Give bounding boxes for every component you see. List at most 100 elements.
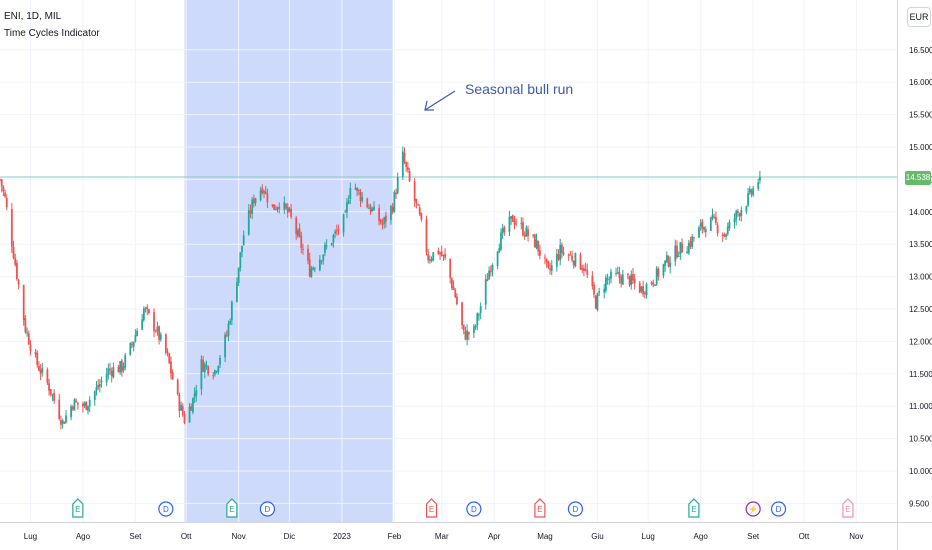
candle-body (354, 187, 357, 190)
candle-body (356, 187, 359, 191)
candle-body (532, 234, 535, 236)
annotation-arrow (424, 90, 456, 111)
candle-body (704, 229, 707, 233)
candle-body (24, 318, 27, 333)
candle-body (225, 335, 228, 337)
annotation-arrow-head (424, 100, 434, 111)
candle-body (2, 187, 5, 192)
candle-body (665, 255, 668, 262)
candle-body (346, 202, 348, 213)
candle-body (239, 252, 242, 269)
x-tick-label: Mar (435, 532, 449, 541)
candle-body (393, 192, 396, 212)
candle-body (132, 341, 135, 347)
candle-body (349, 188, 352, 199)
candle-body (642, 286, 645, 295)
candle-body (676, 245, 678, 258)
candle-body (484, 279, 487, 305)
candle-body (420, 213, 423, 220)
candle-body (65, 415, 67, 423)
candle-body (36, 353, 39, 365)
candle-body (61, 420, 64, 424)
y-tick-label: 13.500 (909, 240, 932, 249)
candle-body (63, 421, 66, 424)
candle-body (698, 227, 700, 238)
candle-body (579, 254, 582, 270)
candle-body (537, 240, 540, 252)
candle-body (46, 369, 49, 383)
candle-body (737, 211, 739, 213)
candle-body (450, 278, 453, 289)
candle-body (427, 254, 430, 261)
candle-body (312, 267, 315, 270)
candle-body (633, 278, 636, 284)
candle-body (302, 248, 304, 250)
event-marker-letter: E (845, 505, 850, 514)
candle-body (547, 261, 550, 268)
candle-body (545, 258, 548, 263)
candle-body (582, 268, 585, 272)
candle-body (510, 216, 513, 219)
x-tick-label: Mag (537, 532, 553, 541)
split-marker-icon (745, 501, 761, 517)
currency-button[interactable]: EUR (907, 7, 931, 27)
event-marker-letter: ⚡ (748, 504, 758, 514)
candle-body (430, 258, 433, 261)
candle-body (190, 406, 193, 411)
candle-body (366, 198, 369, 208)
candle-body (571, 256, 573, 261)
candle-body (95, 386, 98, 392)
candle-body (378, 207, 381, 222)
candle-body (298, 228, 301, 237)
candle-body (241, 245, 243, 253)
candle-body (318, 259, 321, 271)
candle-body (34, 351, 37, 355)
event-marker-letter: E (429, 505, 434, 514)
candle-body (219, 357, 221, 365)
candle-body (488, 270, 491, 280)
candle-body (557, 254, 560, 260)
candle-body (286, 206, 289, 213)
y-tick-label: 10.500 (909, 435, 932, 444)
x-tick-label: Ott (181, 532, 192, 541)
candle-body (405, 162, 408, 167)
candle-body (454, 289, 457, 298)
candle-body (100, 380, 103, 383)
candle-body (467, 332, 470, 335)
candle-body (230, 301, 233, 321)
candle-body (334, 231, 337, 234)
candle-body (342, 214, 345, 233)
candle-body (252, 198, 255, 204)
candle-body (156, 326, 159, 332)
candle-body (271, 204, 274, 207)
candle-body (726, 226, 729, 235)
candle-body (153, 312, 155, 331)
candle-body (645, 284, 648, 296)
x-tick-label: Lug (24, 532, 37, 541)
event-marker-letter: E (75, 505, 80, 514)
candle-body (759, 176, 761, 181)
candle-body (452, 286, 455, 290)
candle-body (654, 284, 656, 286)
candle-body (259, 190, 262, 201)
indicator-legend[interactable]: Time Cycles Indicator (4, 28, 100, 39)
candle-body (200, 359, 203, 390)
candle-body (53, 392, 56, 401)
candle-body (713, 216, 716, 218)
candle-body (456, 296, 458, 305)
candle-body (498, 247, 501, 253)
candle-body (320, 260, 323, 262)
candle-body (527, 229, 529, 237)
earnings-marker-icon (842, 498, 854, 518)
candle-body (285, 204, 287, 208)
candle-body (581, 268, 584, 270)
candle-body (555, 253, 558, 267)
candle-body (38, 365, 40, 371)
earnings-marker-icon (425, 498, 438, 518)
candle-body (476, 313, 479, 326)
candle-body (711, 214, 714, 218)
candle-body (183, 414, 186, 423)
candle-body (691, 236, 694, 248)
candle-body (159, 334, 162, 340)
